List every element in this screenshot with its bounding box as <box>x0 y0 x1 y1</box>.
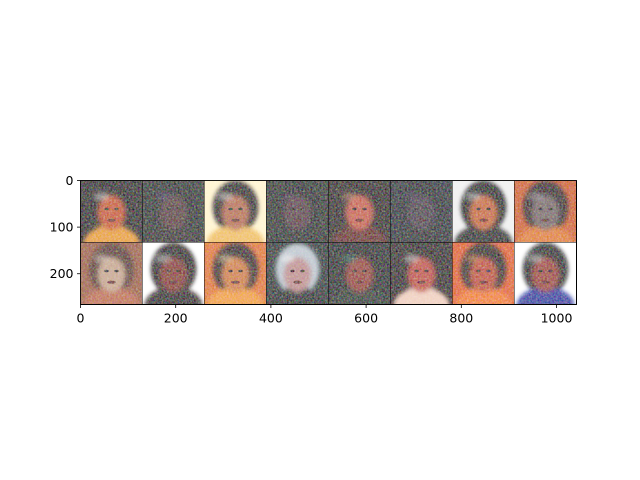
face-sample-tile <box>266 242 329 305</box>
x-tick-label: 600 <box>354 311 378 326</box>
face-sample-tile <box>452 242 515 305</box>
y-tick-label: 100 <box>50 220 74 235</box>
face-sample-tile <box>80 242 143 305</box>
face-sample-tile <box>80 180 143 243</box>
y-tick-label: 0 <box>66 173 74 188</box>
x-tick-label: 200 <box>164 311 188 326</box>
x-tick-label: 800 <box>449 311 473 326</box>
x-tick-label: 1000 <box>541 311 573 326</box>
face-sample-tile <box>390 180 453 243</box>
x-axis: 0 200 400 600 800 1000 <box>77 304 573 326</box>
image-grid <box>80 180 577 305</box>
face-sample-tile <box>514 180 577 243</box>
face-sample-tile <box>328 242 391 305</box>
face-sample-tile <box>514 242 577 305</box>
x-tick-label: 400 <box>259 311 283 326</box>
face-sample-tile <box>204 180 267 243</box>
face-sample-tile <box>390 242 453 305</box>
face-sample-tile <box>204 242 267 305</box>
face-sample-tile <box>142 180 205 243</box>
x-tick-label: 0 <box>77 311 85 326</box>
y-tick-label: 200 <box>50 266 74 281</box>
face-sample-tile <box>452 180 515 243</box>
axes-frame <box>80 180 577 305</box>
face-sample-tile <box>328 180 391 243</box>
face-sample-tile <box>266 180 329 243</box>
face-sample-tile <box>142 242 205 305</box>
y-axis: 0 100 200 <box>50 173 81 281</box>
